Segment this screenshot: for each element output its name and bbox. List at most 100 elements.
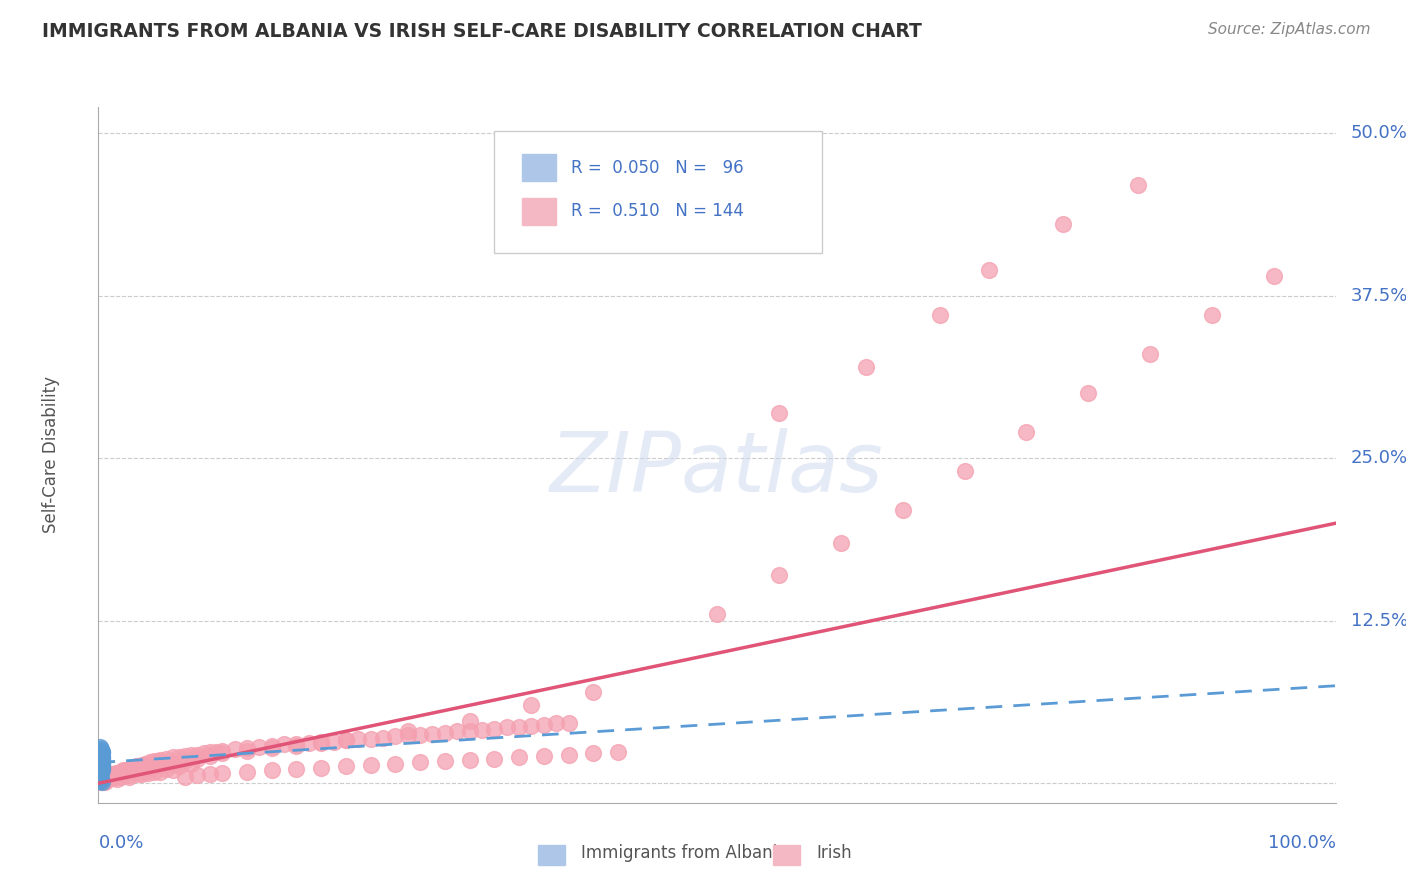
Point	[90, 751, 112, 765]
Point	[360, 732, 382, 747]
Point	[90, 756, 112, 770]
Point	[335, 759, 357, 773]
Point	[198, 749, 221, 764]
Point	[1263, 269, 1285, 284]
Point	[236, 741, 259, 756]
Point	[90, 756, 112, 771]
Point	[90, 758, 112, 772]
Point	[89, 762, 111, 776]
Point	[89, 754, 111, 768]
Point	[335, 733, 357, 747]
Point	[114, 764, 136, 778]
Point	[891, 503, 914, 517]
Point	[91, 753, 114, 767]
Point	[89, 758, 111, 772]
Point	[211, 765, 233, 780]
Text: Irish: Irish	[815, 844, 852, 862]
Point	[1015, 425, 1038, 439]
Point	[89, 751, 111, 765]
Point	[458, 753, 481, 767]
Point	[347, 732, 370, 747]
Point	[89, 747, 111, 761]
Point	[495, 720, 517, 734]
Point	[97, 772, 120, 787]
Text: 0.0%: 0.0%	[98, 834, 143, 852]
Point	[90, 762, 112, 776]
Point	[94, 771, 117, 785]
Point	[198, 767, 221, 781]
Point	[409, 756, 432, 770]
Point	[768, 568, 790, 582]
Point	[91, 754, 114, 768]
Point	[90, 749, 112, 764]
Point	[103, 771, 125, 785]
Point	[471, 723, 494, 737]
Point	[247, 739, 270, 754]
Point	[205, 745, 228, 759]
Point	[89, 739, 111, 754]
Point	[143, 754, 166, 768]
Point	[90, 764, 112, 778]
Point	[89, 744, 111, 758]
Point	[90, 771, 112, 785]
Text: Self-Care Disability: Self-Care Disability	[42, 376, 60, 533]
Point	[90, 756, 112, 770]
Point	[89, 762, 111, 776]
Point	[90, 753, 112, 767]
Point	[91, 764, 114, 778]
Point	[89, 749, 111, 764]
Point	[93, 772, 115, 787]
Point	[174, 749, 197, 764]
Point	[89, 747, 111, 762]
Text: R =  0.050   N =   96: R = 0.050 N = 96	[571, 159, 744, 177]
Point	[89, 747, 111, 762]
Text: ZIPatlas: ZIPatlas	[550, 428, 884, 509]
Point	[89, 744, 111, 758]
Point	[1077, 386, 1099, 401]
Point	[93, 772, 115, 787]
Point	[409, 728, 432, 742]
Point	[97, 770, 120, 784]
Point	[127, 759, 149, 773]
Point	[89, 762, 111, 776]
Point	[508, 720, 530, 734]
FancyBboxPatch shape	[522, 154, 557, 181]
Point	[90, 758, 112, 772]
Text: 37.5%: 37.5%	[1351, 286, 1406, 304]
Point	[89, 750, 111, 764]
Point	[89, 770, 111, 784]
Point	[484, 722, 506, 736]
Point	[607, 745, 630, 759]
Point	[112, 764, 135, 778]
Point	[89, 753, 111, 767]
Point	[260, 764, 283, 778]
Point	[155, 751, 177, 765]
Point	[103, 767, 125, 781]
Point	[180, 747, 202, 762]
Point	[193, 747, 215, 761]
Point	[89, 747, 111, 762]
Point	[1052, 217, 1074, 231]
Point	[91, 761, 114, 775]
Point	[298, 736, 321, 750]
Point	[1139, 347, 1161, 361]
Point	[433, 754, 456, 768]
Point	[236, 764, 259, 779]
Point	[149, 764, 172, 779]
Point	[100, 768, 122, 782]
FancyBboxPatch shape	[537, 845, 565, 865]
Point	[89, 747, 111, 762]
Point	[124, 759, 146, 773]
Point	[180, 756, 202, 771]
Point	[90, 758, 112, 772]
Point	[458, 724, 481, 739]
Point	[91, 751, 114, 765]
Point	[508, 750, 530, 764]
Point	[928, 308, 950, 322]
Point	[90, 759, 112, 773]
Point	[89, 773, 111, 788]
Point	[322, 734, 344, 748]
Point	[90, 742, 112, 756]
Point	[91, 745, 114, 759]
Point	[90, 754, 112, 768]
